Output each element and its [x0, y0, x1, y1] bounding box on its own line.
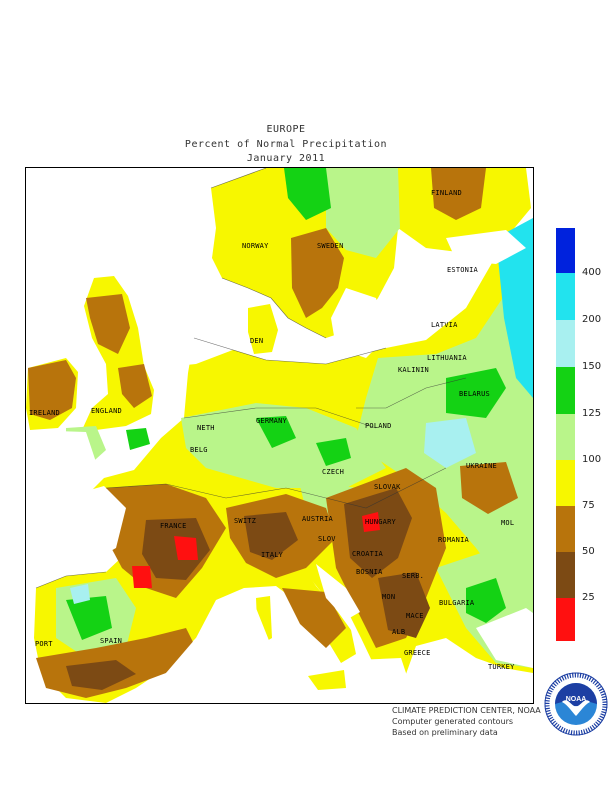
legend-bin-25-50 — [556, 552, 575, 598]
map-period: January 2011 — [246, 153, 326, 164]
legend-bin-50-75 — [556, 506, 575, 552]
legend-bin-150-200 — [556, 320, 575, 367]
label-macedonia: MACE — [406, 612, 424, 620]
label-poland: POLAND — [365, 422, 392, 430]
credit-method: Computer generated contours — [392, 717, 514, 726]
label-serbia: SERB. — [402, 572, 425, 580]
label-romania: ROMANIA — [438, 536, 469, 544]
label-germany: GERMANY — [256, 417, 287, 425]
label-sweden: SWEDEN — [317, 242, 344, 250]
legend-bin-75-100 — [556, 460, 575, 506]
label-albania: ALB — [392, 628, 406, 636]
label-czech: CZECH — [322, 468, 345, 476]
map-canvas — [26, 168, 533, 703]
label-slovenia: SLOV — [318, 535, 336, 543]
label-france: FRANCE — [160, 522, 187, 530]
below-normal-zones — [28, 168, 518, 698]
label-latvia: LATVIA — [431, 321, 458, 329]
label-switzerland: SWITZ — [234, 517, 257, 525]
label-belarus: BELARUS — [459, 390, 490, 398]
noaa-logo: NOAA — [544, 672, 608, 736]
legend-bin-below-25 — [556, 598, 575, 641]
label-kaliningrad: KALININ — [398, 366, 429, 374]
label-estonia: ESTONIA — [447, 266, 478, 274]
legend-bin-125-150 — [556, 367, 575, 414]
map-subtitle: Percent of Normal Precipitation — [184, 139, 388, 150]
noaa-seal-icon: NOAA — [544, 672, 608, 736]
legend-tick-150: 150 — [582, 361, 602, 372]
label-netherlands: NETH — [197, 424, 215, 432]
label-austria: AUSTRIA — [302, 515, 333, 523]
label-denmark: DEN — [250, 337, 264, 345]
label-lithuania: LITHUANIA — [427, 354, 467, 362]
label-moldova: MOL — [501, 519, 515, 527]
legend-tick-200: 200 — [582, 314, 602, 325]
legend-tick-125: 125 — [582, 408, 602, 419]
legend-bin-above-400 — [556, 228, 575, 273]
label-bosnia: BOSNIA — [356, 568, 383, 576]
label-hungary: HUNGARY — [365, 518, 396, 526]
label-portugal: PORT — [35, 640, 53, 648]
legend-tick-100: 100 — [582, 454, 602, 465]
map-title: EUROPE — [266, 124, 306, 135]
label-ukraine: UKRAINE — [466, 462, 497, 470]
label-montenegro: MON — [382, 593, 396, 601]
noaa-logo-text: NOAA — [566, 696, 587, 703]
credit-source: CLIMATE PREDICTION CENTER, NOAA — [392, 706, 541, 715]
precipitation-map: NORWAY SWEDEN FINLAND ESTONIA LATVIA LIT… — [25, 167, 534, 704]
label-italy: ITALY — [261, 551, 284, 559]
label-turkey: TURKEY — [488, 663, 515, 671]
borders — [35, 168, 467, 589]
credit-note: Based on preliminary data — [392, 728, 498, 737]
legend-tick-400: 400 — [582, 267, 602, 278]
label-slovakia: SLOVAK — [374, 483, 401, 491]
label-finland: FINLAND — [431, 189, 462, 197]
label-spain: SPAIN — [100, 637, 123, 645]
sea-overlay — [26, 168, 533, 703]
label-england: ENGLAND — [91, 407, 122, 415]
label-croatia: CROATIA — [352, 550, 383, 558]
legend-tick-50: 50 — [582, 546, 595, 557]
legend-bin-200-400 — [556, 273, 575, 320]
label-norway: NORWAY — [242, 242, 269, 250]
label-belgium: BELG — [190, 446, 208, 454]
legend-tick-75: 75 — [582, 500, 595, 511]
legend-bin-100-125 — [556, 414, 575, 460]
label-greece: GREECE — [404, 649, 431, 657]
label-ireland: IRELAND — [29, 409, 60, 417]
legend-tick-25: 25 — [582, 592, 595, 603]
label-bulgaria: BULGARIA — [439, 599, 475, 607]
